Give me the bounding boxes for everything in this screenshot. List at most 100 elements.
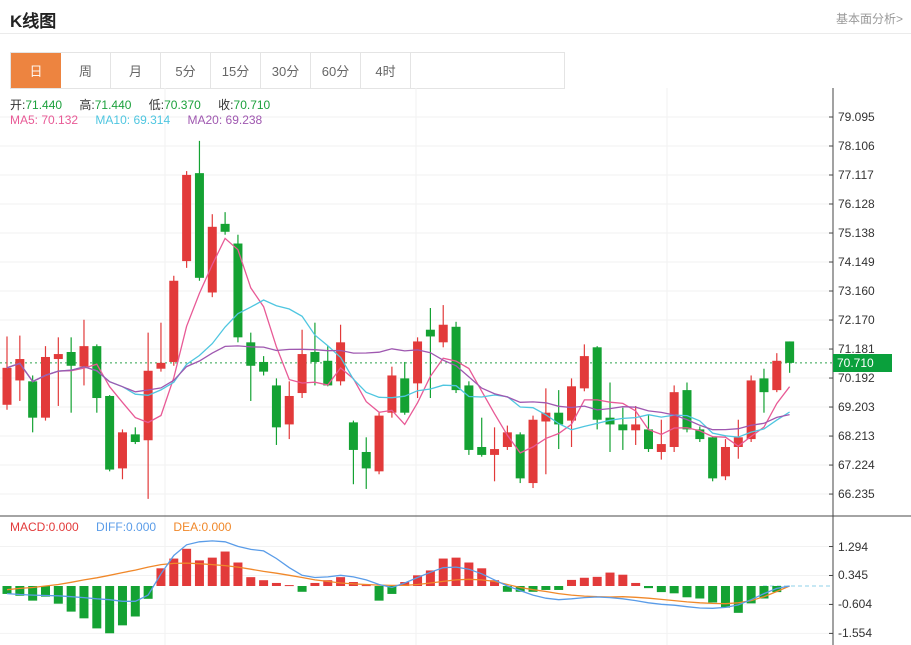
candle-body (271, 385, 281, 428)
macd-bar (708, 586, 718, 603)
ma20-value: 69.238 (225, 113, 263, 127)
macd-bar (15, 586, 25, 596)
macd-bar (567, 579, 577, 586)
candle-body (374, 415, 384, 472)
main-y-tick-label: 72.170 (838, 313, 875, 328)
tab-timeframe-6[interactable]: 60分 (311, 53, 361, 88)
ma20-label: MA20: (187, 113, 223, 127)
macd-bar (682, 586, 692, 598)
macd-bar (53, 586, 63, 604)
main-y-tick-label: 75.138 (838, 226, 875, 241)
candle-body (79, 346, 89, 367)
page-header: K线图 基本面分析> (0, 0, 911, 34)
macd-bar (220, 551, 230, 586)
candle-body (348, 422, 358, 450)
macd-bar (759, 586, 769, 599)
macd-bar (656, 586, 666, 593)
macd-bar (105, 586, 115, 634)
macd-bar (28, 586, 38, 601)
tab-timeframe-2[interactable]: 月 (111, 53, 161, 88)
tab-timeframe-0[interactable]: 日 (11, 53, 61, 88)
macd-bar (2, 586, 12, 594)
tab-timeframe-7[interactable]: 4时 (361, 53, 411, 88)
main-y-tick-label: 74.149 (838, 255, 875, 270)
macd-bar (169, 558, 179, 586)
candle-body (361, 451, 371, 469)
candle-body (182, 174, 192, 262)
macd-y-tick-label: -0.604 (838, 597, 873, 612)
low-value: 70.370 (164, 98, 201, 112)
kline-chart-area[interactable]: 开:71.440 高:71.440 低:70.370 收:70.710 MA5:… (0, 88, 911, 645)
candle-body (528, 419, 538, 484)
macd-y-tick-label: 0.345 (838, 568, 869, 583)
candle-body (207, 226, 217, 293)
candle-body (336, 342, 346, 382)
candle-body (772, 360, 782, 391)
macd-bar (490, 580, 500, 586)
main-y-tick-label: 71.181 (838, 342, 875, 357)
dea-value: 0.000 (201, 520, 232, 534)
candle-body (143, 370, 153, 441)
ma20-line (6, 345, 790, 431)
ma10-line (6, 299, 790, 438)
candle-body (733, 437, 743, 447)
candle-body (387, 375, 397, 413)
candle-body (53, 354, 63, 360)
candle-body (746, 380, 756, 440)
ma5-label: MA5: (10, 113, 39, 127)
macd-label: MACD: (10, 520, 49, 534)
candle-body (477, 446, 487, 455)
macd-bar (631, 582, 641, 586)
macd-bar (143, 586, 153, 599)
candle-body (720, 446, 730, 477)
macd-bar (720, 586, 730, 608)
candle-body (169, 280, 179, 362)
macd-bar (669, 586, 679, 594)
tab-timeframe-4[interactable]: 15分 (211, 53, 261, 88)
candle-body (669, 392, 679, 447)
candle-body (323, 360, 333, 386)
ohlc-legend: 开:71.440 高:71.440 低:70.370 收:70.710 (10, 96, 284, 113)
macd-bar (554, 586, 564, 590)
fundamental-analysis-link[interactable]: 基本面分析> (835, 12, 903, 26)
macd-bar (387, 586, 397, 594)
candle-body (194, 173, 204, 278)
macd-bar (413, 575, 423, 586)
candle-body (233, 243, 243, 338)
candle-body (117, 432, 127, 469)
macd-bar (323, 580, 333, 586)
close-value: 70.710 (233, 98, 271, 112)
tab-timeframe-5[interactable]: 30分 (261, 53, 311, 88)
macd-bar (79, 586, 89, 619)
candle-body (490, 449, 500, 455)
ma10-label: MA10: (95, 113, 131, 127)
candle-body (246, 342, 256, 366)
macd-bar (502, 586, 512, 592)
candle-body (554, 412, 564, 425)
candle-body (220, 223, 230, 232)
current-price-badge: 70.710 (833, 353, 892, 372)
macd-bar (117, 586, 127, 626)
candle-body (605, 417, 615, 425)
diff-label: DIFF: (96, 520, 127, 534)
ma5-value: 70.132 (41, 113, 79, 127)
candle-body (413, 341, 423, 384)
tab-timeframe-1[interactable]: 周 (61, 53, 111, 88)
candle-body (156, 362, 166, 369)
macd-bar (746, 586, 756, 604)
main-y-tick-label: 67.224 (838, 458, 875, 473)
macd-value: 0.000 (48, 520, 79, 534)
macd-bar (66, 586, 76, 612)
main-y-tick-label: 69.203 (838, 400, 875, 415)
candle-body (310, 351, 320, 362)
candle-body (579, 356, 589, 389)
candle-body (15, 359, 25, 381)
dea-label: DEA: (173, 520, 202, 534)
tab-timeframe-3[interactable]: 5分 (161, 53, 211, 88)
main-y-tick-label: 68.213 (838, 429, 875, 444)
tabbar-filler (411, 53, 564, 88)
candle-body (28, 381, 38, 418)
candle-body (40, 356, 50, 418)
main-y-tick-label: 70.192 (838, 371, 875, 386)
main-y-tick-label: 66.235 (838, 487, 875, 502)
